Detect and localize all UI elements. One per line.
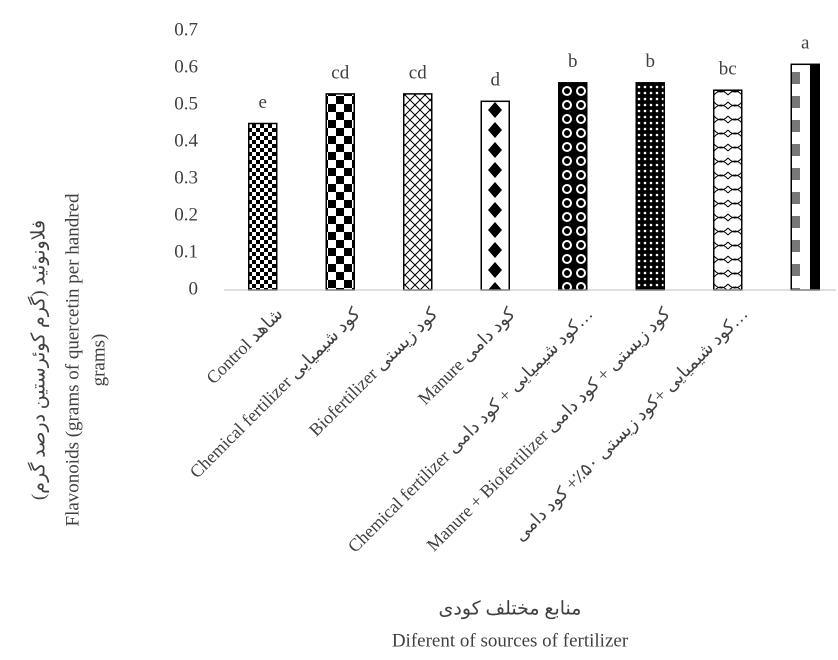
y-axis-label: grams) xyxy=(88,334,109,387)
y-tick-label: 0.2 xyxy=(174,204,198,225)
y-tick-label: 0.1 xyxy=(174,241,198,262)
bar xyxy=(558,82,588,291)
x-axis-label: Diferent of sources of fertilizer xyxy=(392,630,629,651)
y-tick-label: 0.5 xyxy=(174,93,198,114)
y-tick-label: 0.7 xyxy=(174,19,198,40)
y-axis-label: فلاونوئید (گرم کوئرستین درصد گرم) xyxy=(26,220,49,500)
bar xyxy=(790,63,820,291)
bar xyxy=(325,93,355,291)
y-tick-label: 0.3 xyxy=(174,167,198,188)
bar-annotation: d xyxy=(491,70,501,91)
bar-annotation: cd xyxy=(409,62,427,83)
bar xyxy=(248,122,278,291)
bar xyxy=(403,93,433,291)
x-tick-label: Control شاهد xyxy=(202,304,286,388)
y-axis-label: Flavonoids (grams of quercetin per handr… xyxy=(62,193,83,526)
bar-annotation: b xyxy=(646,51,656,72)
y-tick-label: 0.6 xyxy=(174,56,198,77)
x-axis-label: منابع مختلف کودی xyxy=(439,598,582,619)
bar-annotation: bc xyxy=(719,59,737,80)
x-tick-label: Biofertilizer کود زیستی xyxy=(305,303,443,441)
bar xyxy=(713,89,743,291)
bar-annotation: a xyxy=(801,33,810,54)
y-tick-label: 0.4 xyxy=(174,130,198,151)
bar-annotation: b xyxy=(568,51,578,72)
bar-annotation: e xyxy=(259,92,267,113)
y-tick-label: 0 xyxy=(189,278,199,299)
bar xyxy=(635,82,665,291)
bar-annotation: cd xyxy=(331,62,349,83)
bar xyxy=(480,100,510,291)
